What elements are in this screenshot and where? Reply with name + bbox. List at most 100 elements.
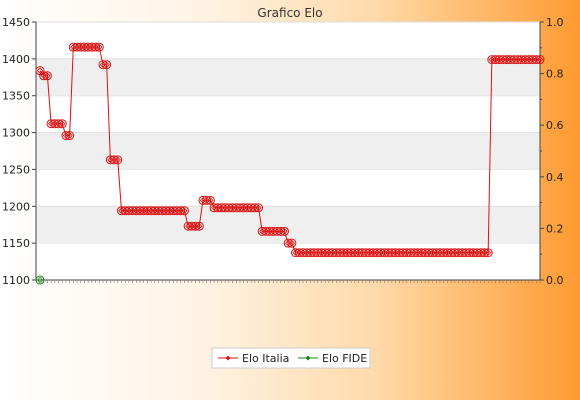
- data-point: [354, 248, 364, 258]
- data-point-marker: [133, 207, 140, 214]
- data-point: [520, 55, 530, 65]
- y2-tick-label: 0.4: [546, 171, 564, 184]
- data-point-marker: [184, 223, 192, 230]
- data-point: [42, 71, 52, 81]
- chart-title: Grafico Elo: [257, 6, 322, 20]
- data-point-marker: [66, 132, 73, 139]
- data-point: [535, 55, 545, 65]
- data-point-marker: [455, 249, 462, 256]
- data-point: [268, 226, 278, 236]
- legend-label: Elo Italia: [242, 352, 289, 365]
- data-point: [235, 203, 245, 213]
- data-point-marker: [266, 228, 273, 235]
- data-point: [435, 248, 445, 258]
- data-point: [387, 248, 397, 258]
- data-point-marker: [273, 228, 281, 235]
- data-point: [320, 248, 330, 258]
- data-point: [72, 42, 82, 52]
- legend-label: Elo FIDE: [322, 352, 367, 365]
- data-point: [224, 203, 234, 213]
- data-point-marker: [355, 249, 362, 256]
- data-point-marker: [51, 120, 58, 127]
- data-point-marker: [370, 249, 377, 256]
- data-point-marker: [359, 249, 366, 256]
- data-point: [216, 203, 226, 213]
- data-point: [316, 248, 326, 258]
- data-point-marker: [284, 239, 292, 247]
- data-point: [528, 55, 538, 65]
- data-point-marker: [62, 132, 70, 139]
- data-point: [276, 226, 286, 236]
- data-point-marker: [47, 120, 55, 127]
- data-point-marker: [333, 249, 340, 256]
- data-point-marker: [181, 207, 188, 214]
- data-point-marker: [255, 204, 262, 211]
- data-point-marker: [118, 207, 125, 214]
- data-point: [205, 195, 215, 205]
- data-point: [179, 206, 189, 216]
- data-point: [261, 226, 271, 236]
- data-point: [191, 221, 201, 231]
- data-point: [516, 55, 526, 65]
- data-point-marker: [314, 249, 321, 256]
- data-point-marker: [447, 249, 455, 256]
- data-point-marker: [136, 207, 144, 214]
- data-point-marker: [514, 56, 521, 63]
- data-point-marker: [36, 67, 44, 74]
- data-point-marker: [322, 249, 329, 256]
- data-point-marker: [299, 249, 307, 256]
- data-point: [68, 42, 78, 52]
- y-tick-label: 1200: [2, 200, 30, 213]
- y-tick-label: 1300: [2, 127, 30, 140]
- data-point-marker: [325, 249, 333, 256]
- data-point: [287, 238, 297, 248]
- data-point-marker: [381, 249, 388, 256]
- y-tick-label: 1150: [2, 237, 30, 250]
- grid-band: [36, 58, 540, 96]
- data-point: [420, 248, 430, 258]
- data-point-marker: [107, 156, 114, 164]
- data-point: [231, 203, 241, 213]
- data-point: [50, 119, 60, 129]
- data-point: [509, 55, 519, 65]
- data-point-marker: [407, 249, 414, 256]
- data-point: [465, 248, 475, 258]
- legend-swatch-marker: [225, 355, 231, 361]
- data-point-marker: [159, 207, 166, 214]
- data-point-marker: [59, 120, 66, 127]
- data-point-marker: [384, 249, 392, 256]
- data-point: [272, 226, 282, 236]
- data-point-marker: [518, 56, 525, 63]
- data-point-marker: [410, 249, 418, 256]
- data-point: [454, 248, 464, 258]
- data-point: [350, 248, 360, 258]
- legend-box: [211, 347, 371, 369]
- data-point-marker: [122, 207, 129, 214]
- data-point-marker: [451, 249, 458, 256]
- data-point-marker: [207, 197, 214, 204]
- data-point: [479, 248, 489, 258]
- data-point-marker: [236, 204, 244, 211]
- data-point-marker: [147, 207, 155, 214]
- data-point-marker: [251, 204, 258, 211]
- data-point: [531, 55, 541, 65]
- data-point-marker: [99, 61, 107, 68]
- data-point: [328, 248, 338, 258]
- data-point-marker: [399, 249, 407, 256]
- data-point-marker: [425, 249, 433, 256]
- y-tick-label: 1250: [2, 163, 30, 176]
- data-point: [250, 203, 260, 213]
- y-axis-ticks: 1100 1150 1200 1250 1300 1350 1400 1450: [2, 16, 36, 287]
- data-point-marker: [188, 223, 196, 230]
- data-point-marker: [484, 249, 492, 256]
- data-point: [239, 203, 249, 213]
- data-point: [324, 248, 334, 258]
- data-point: [339, 248, 349, 258]
- data-point-marker: [529, 56, 536, 63]
- data-point-marker: [373, 249, 381, 256]
- data-point-marker: [288, 239, 296, 247]
- data-point: [183, 221, 193, 231]
- data-point: [335, 248, 345, 258]
- data-point-marker: [281, 228, 288, 235]
- data-point: [450, 248, 460, 258]
